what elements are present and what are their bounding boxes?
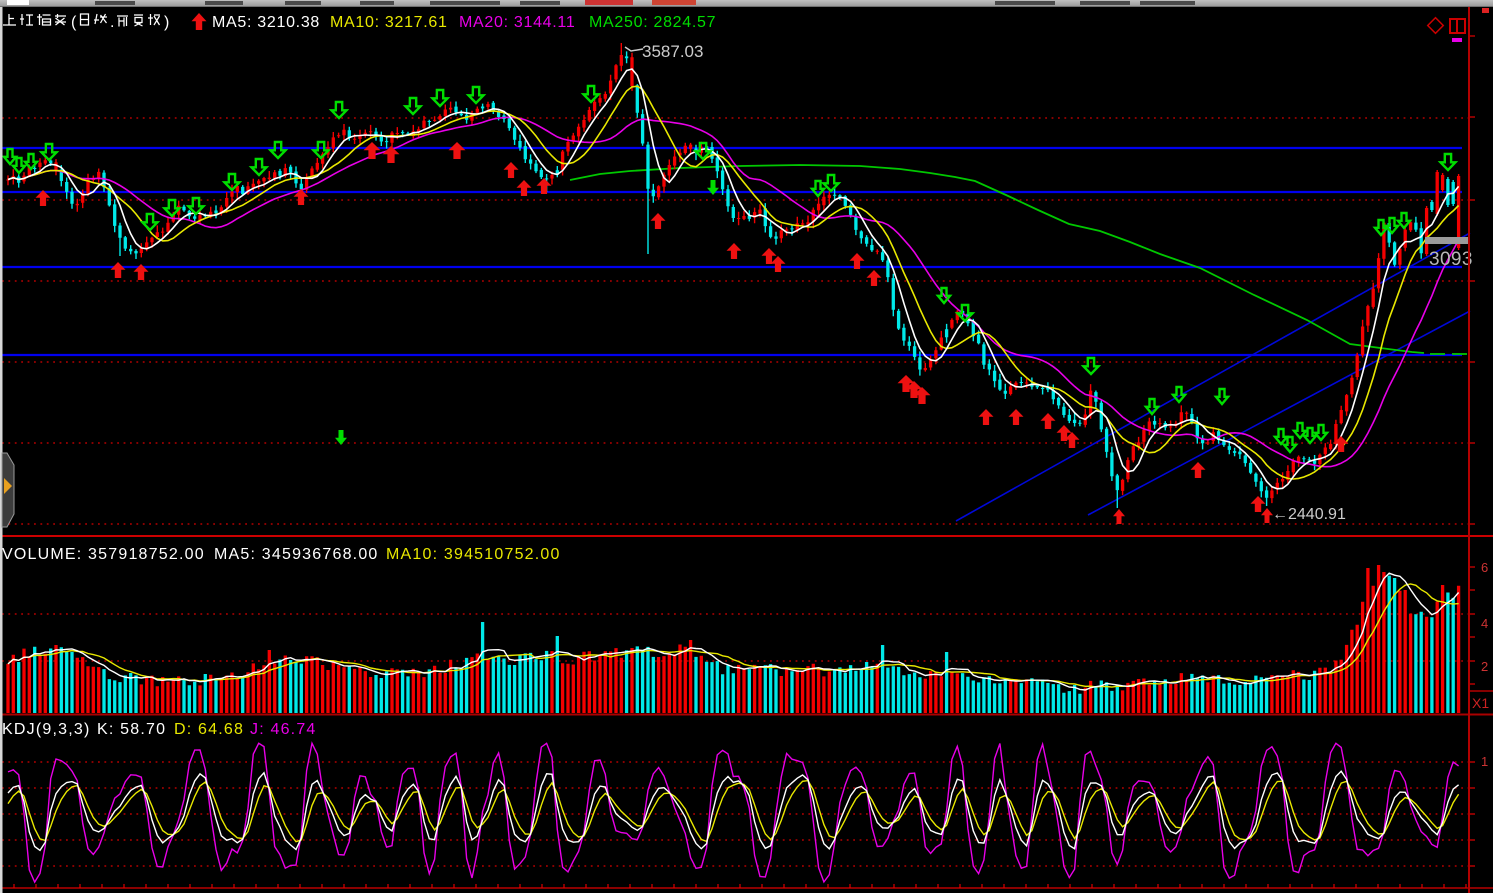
svg-text:MA10: 394510752.00: MA10: 394510752.00 (386, 546, 561, 563)
svg-text:(: ( (71, 14, 77, 31)
svg-text:.: . (110, 14, 114, 31)
svg-text:←2440.91: ←2440.91 (1272, 506, 1346, 523)
svg-text:MA250: 2824.57: MA250: 2824.57 (589, 14, 716, 31)
svg-text:4: 4 (1481, 616, 1488, 631)
svg-text:6: 6 (1481, 560, 1488, 575)
svg-text:J: 46.74: J: 46.74 (250, 721, 317, 738)
svg-text:3093: 3093 (1429, 249, 1473, 270)
svg-text:K: 58.70: K: 58.70 (97, 721, 166, 738)
svg-text:2: 2 (1481, 659, 1488, 674)
svg-text:MA5: 3210.38: MA5: 3210.38 (212, 14, 320, 31)
svg-text:MA5: 345936768.00: MA5: 345936768.00 (214, 546, 379, 563)
svg-text:3587.03: 3587.03 (642, 42, 703, 61)
svg-text:MA10: 3217.61: MA10: 3217.61 (330, 14, 448, 31)
svg-text:MA20: 3144.11: MA20: 3144.11 (459, 14, 575, 31)
svg-text:D: 64.68: D: 64.68 (174, 721, 244, 738)
svg-text:KDJ(9,3,3): KDJ(9,3,3) (2, 721, 90, 738)
svg-text:1: 1 (1481, 754, 1488, 769)
svg-text:VOLUME: 357918752.00: VOLUME: 357918752.00 (2, 546, 205, 563)
svg-text:X1: X1 (1472, 695, 1489, 711)
svg-text:): ) (164, 14, 169, 31)
